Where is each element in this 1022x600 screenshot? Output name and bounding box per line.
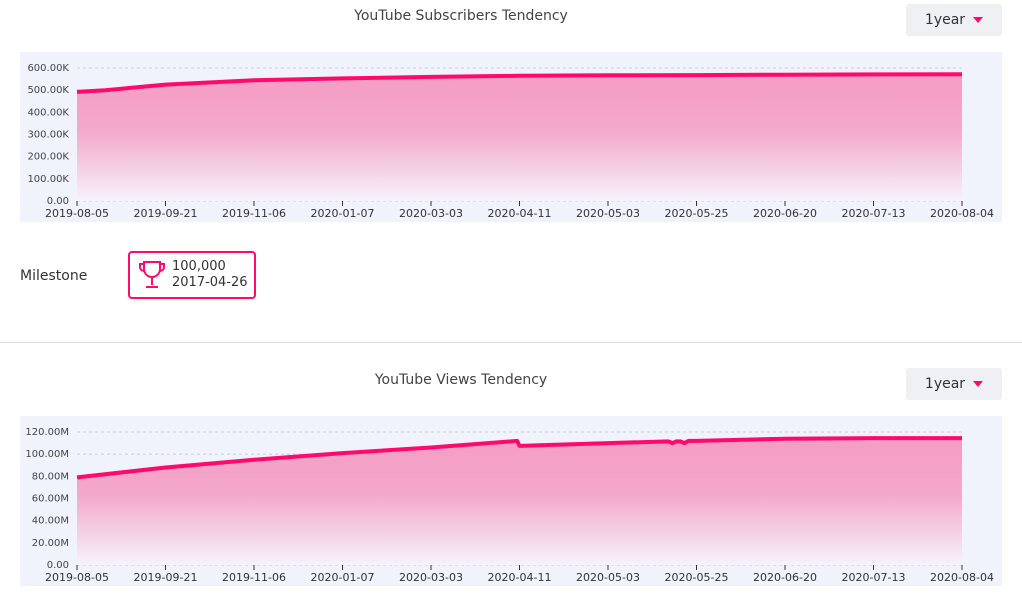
x-tick-label: 2019-09-21 bbox=[134, 207, 198, 220]
y-tick-label: 0.00 bbox=[47, 560, 69, 571]
y-tick-label: 300.00K bbox=[27, 130, 69, 141]
milestone-date: 2017-04-26 bbox=[172, 275, 248, 290]
milestone-label: Milestone bbox=[20, 268, 88, 284]
x-tick-label: 2020-06-20 bbox=[753, 207, 817, 220]
x-tick-label: 2020-05-03 bbox=[576, 207, 640, 220]
y-tick-label: 40.00M bbox=[32, 516, 69, 527]
y-tick-label: 0.00 bbox=[47, 196, 69, 207]
subscribers-chart-title: YouTube Subscribers Tendency bbox=[354, 8, 568, 24]
x-tick-label: 2020-05-25 bbox=[665, 571, 729, 584]
x-tick-label: 2020-05-03 bbox=[576, 571, 640, 584]
x-tick-label: 2019-11-06 bbox=[222, 207, 286, 220]
y-tick-label: 60.00M bbox=[32, 494, 69, 505]
x-tick-label: 2020-01-07 bbox=[311, 571, 375, 584]
y-tick-label: 100.00M bbox=[25, 449, 69, 460]
y-tick-label: 400.00K bbox=[27, 107, 69, 118]
x-tick-label: 2019-08-05 bbox=[45, 571, 109, 584]
views-chart: 0.00 20.00M 40.00M 60.00M 80.00M 100.00M 120.0… bbox=[20, 416, 1002, 586]
milestone-value: 100,000 bbox=[172, 259, 226, 274]
x-tick-label: 2020-04-11 bbox=[488, 207, 552, 220]
x-tick-label: 2020-04-11 bbox=[488, 571, 552, 584]
y-tick-label: 600.00K bbox=[27, 63, 69, 74]
series-area bbox=[77, 74, 962, 201]
x-tick-label: 2020-08-04 bbox=[930, 207, 994, 220]
section-divider bbox=[0, 342, 1022, 343]
x-tick-label: 2020-03-03 bbox=[399, 207, 463, 220]
series-line bbox=[76, 436, 962, 480]
caret-down-icon bbox=[973, 381, 984, 387]
y-tick-label: 100.00K bbox=[27, 174, 69, 185]
x-tick-label: 2020-03-03 bbox=[399, 571, 463, 584]
views-chart-title: YouTube Views Tendency bbox=[374, 372, 548, 388]
x-tick-label: 2020-07-13 bbox=[842, 571, 906, 584]
x-tick-label: 2019-11-06 bbox=[222, 571, 286, 584]
subscribers-range-select[interactable]: 1year bbox=[906, 4, 1002, 36]
y-tick-label: 80.00M bbox=[32, 471, 69, 482]
y-tick-label: 20.00M bbox=[32, 538, 69, 549]
y-tick-label: 500.00K bbox=[27, 85, 69, 96]
x-tick-label: 2020-05-25 bbox=[665, 207, 729, 220]
range-value: 1year bbox=[924, 12, 966, 28]
x-tick-label: 2019-08-05 bbox=[45, 207, 109, 220]
subscribers-chart: 0.00 100.00K 200.00K 300.00K 400.00K 500.00K 6… bbox=[20, 52, 1002, 222]
y-tick-label: 200.00K bbox=[27, 152, 69, 163]
milestone-card: 100,000 2017-04-26 bbox=[128, 251, 256, 299]
trophy-icon bbox=[139, 261, 165, 288]
x-tick-label: 2020-06-20 bbox=[753, 571, 817, 584]
x-tick-label: 2020-08-04 bbox=[930, 571, 994, 584]
x-tick-label: 2019-09-21 bbox=[134, 571, 198, 584]
range-value: 1year bbox=[924, 376, 966, 392]
x-tick-label: 2020-07-13 bbox=[842, 207, 906, 220]
series-line bbox=[76, 72, 963, 94]
y-tick-label: 120.00M bbox=[25, 427, 69, 438]
series-area bbox=[77, 438, 962, 565]
x-tick-label: 2020-01-07 bbox=[311, 207, 375, 220]
caret-down-icon bbox=[973, 17, 984, 23]
views-range-select[interactable]: 1year bbox=[906, 368, 1002, 400]
